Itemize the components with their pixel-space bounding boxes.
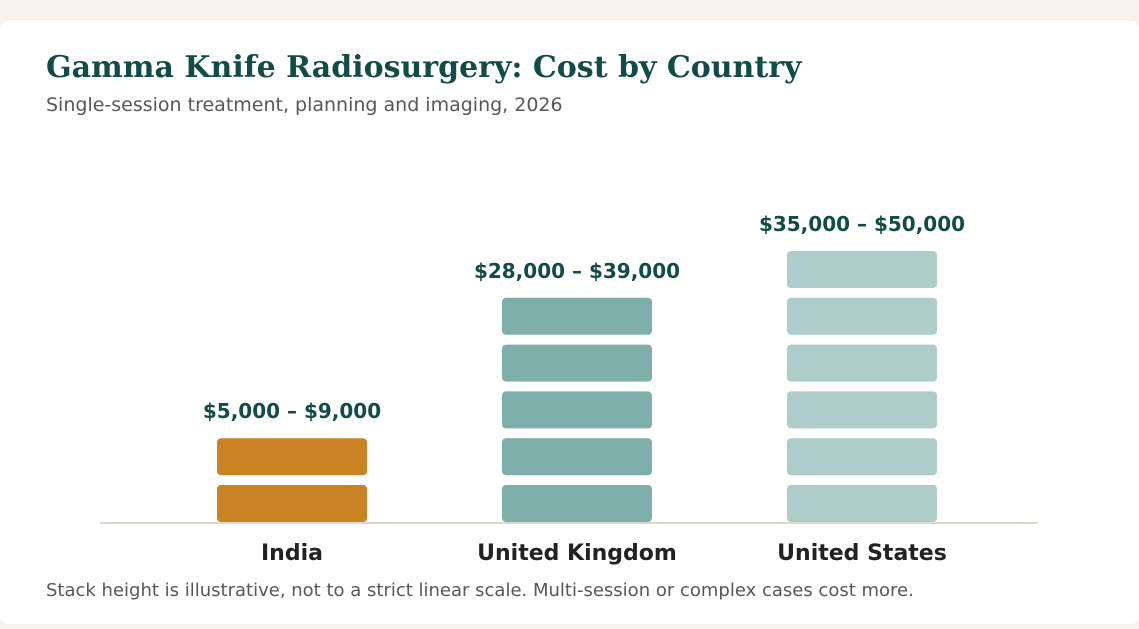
- stacked-block-chart: $5,000 – $9,000 India $28,000 – $39,000 Uni…: [100, 212, 1038, 566]
- bar-block: [217, 485, 367, 522]
- bar-block: [502, 485, 652, 522]
- bar-block: [502, 344, 652, 382]
- bar-block: [502, 438, 652, 476]
- bar-block: [787, 485, 937, 522]
- bar-block: [787, 438, 937, 476]
- chart-subtitle: Single-session treatment, planning and i…: [46, 94, 563, 116]
- bar-block: [502, 391, 652, 429]
- data-label: $28,000 – $39,000: [474, 259, 680, 283]
- bar-block: [502, 297, 652, 335]
- data-label: $5,000 – $9,000: [203, 399, 381, 423]
- bar-block: [787, 251, 937, 288]
- bar-block: [787, 344, 937, 382]
- category-label: India: [261, 541, 323, 566]
- data-label: $35,000 – $50,000: [759, 212, 965, 236]
- chart-footnote: Stack height is illustrative, not to a s…: [46, 580, 914, 601]
- chart-title: Gamma Knife Radiosurgery: Cost by Countr…: [46, 50, 802, 85]
- category-label: United States: [777, 541, 947, 566]
- bar-block: [217, 438, 367, 476]
- chart-card: Gamma Knife Radiosurgery: Cost by Countr…: [0, 21, 1139, 624]
- bar-block: [787, 391, 937, 429]
- bar-block: [787, 297, 937, 335]
- category-label: United Kingdom: [477, 541, 677, 566]
